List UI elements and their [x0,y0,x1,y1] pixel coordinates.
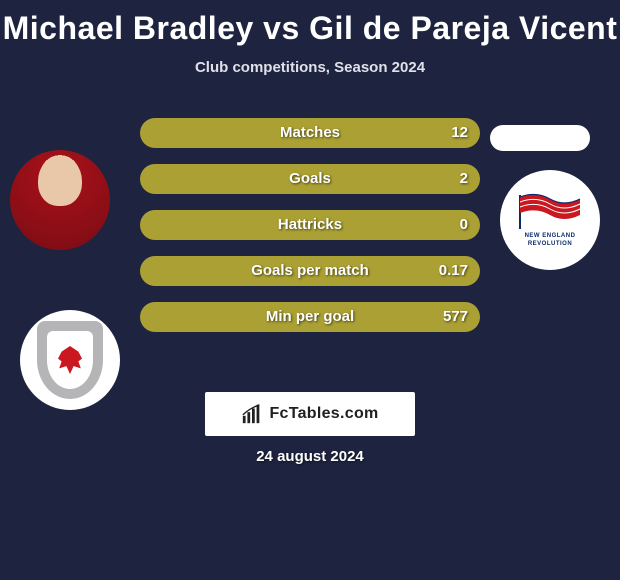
club-right-logo: NEW ENGLAND REVOLUTION [500,170,600,270]
bar-row-goals: Goals 2 [140,164,480,194]
bar-value-right: 12 [451,118,468,148]
bar-row-goals-per-match: Goals per match 0.17 [140,256,480,286]
bar-row-hattricks: Hattricks 0 [140,210,480,240]
revolution-flag-icon [518,193,582,231]
club-left-shield-icon [37,321,103,399]
watermark-text: FcTables.com [269,405,378,423]
date-text: 24 august 2024 [0,448,620,465]
bar-label: Goals per match [140,256,480,286]
bar-label: Min per goal [140,302,480,332]
bar-row-min-per-goal: Min per goal 577 [140,302,480,332]
page-title: Michael Bradley vs Gil de Pareja Vicent [0,0,620,47]
maple-leaf-icon [58,346,82,374]
bar-label: Matches [140,118,480,148]
bar-value-right: 577 [443,302,468,332]
player-right-pill [490,125,590,151]
bar-value-right: 0.17 [439,256,468,286]
stats-bars: Matches 12 Goals 2 Hattricks 0 Goals per… [140,118,480,348]
club-right-name-lower: REVOLUTION [528,241,572,247]
bar-value-right: 0 [460,210,468,240]
player-left-photo [10,150,110,250]
page-subtitle: Club competitions, Season 2024 [0,59,620,76]
bar-value-right: 2 [460,164,468,194]
bar-label: Goals [140,164,480,194]
bar-label: Hattricks [140,210,480,240]
bar-row-matches: Matches 12 [140,118,480,148]
club-right-name-upper: NEW ENGLAND [525,233,576,239]
watermark: FcTables.com [205,392,415,436]
fctables-logo-icon [241,403,263,425]
club-left-logo [20,310,120,410]
